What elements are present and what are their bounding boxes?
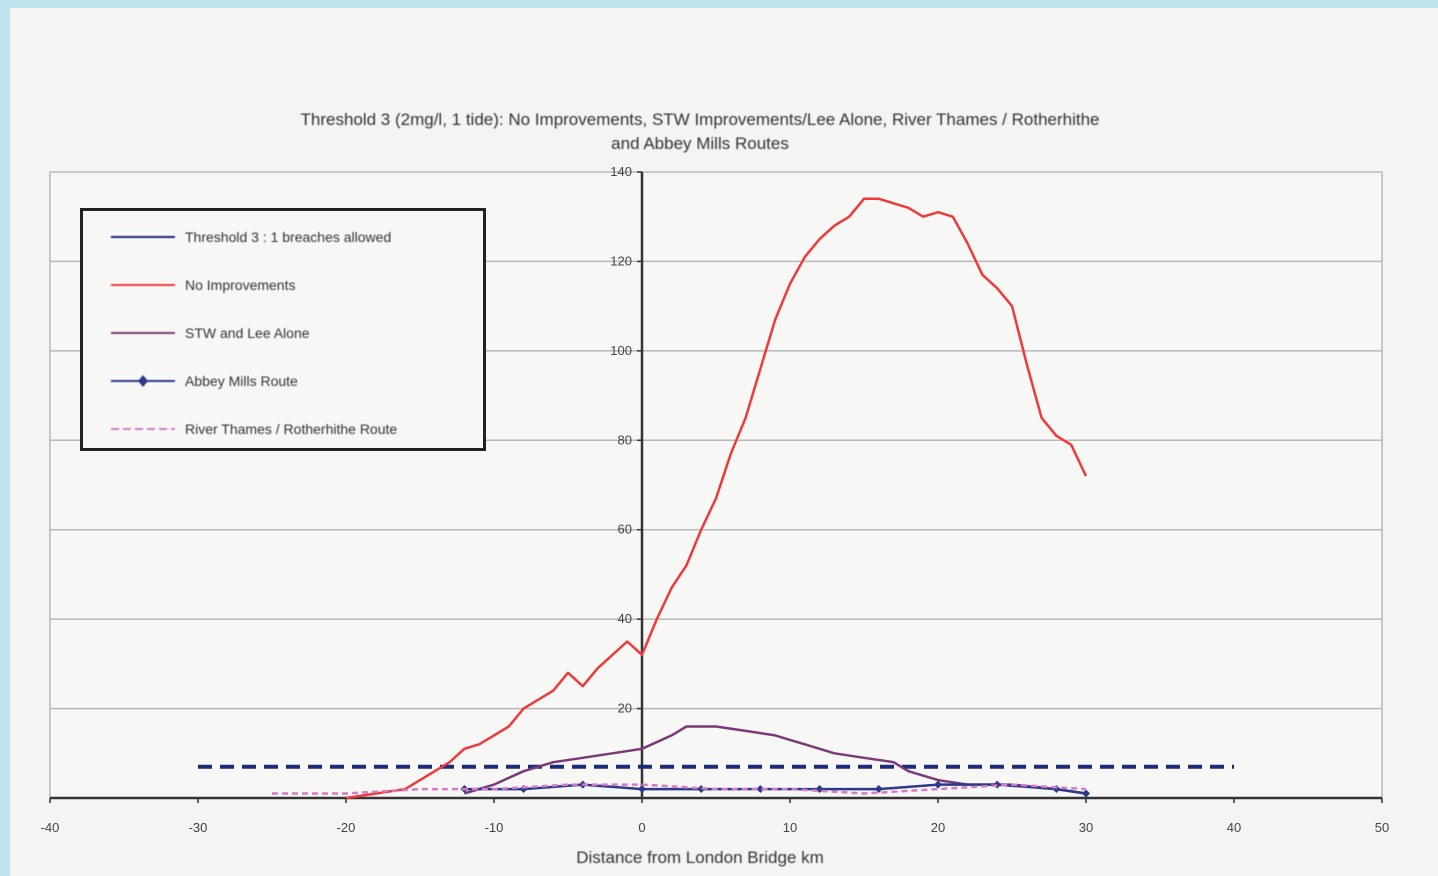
legend-swatch-threshold bbox=[111, 227, 175, 247]
legend-swatch-abbey-mills bbox=[111, 371, 175, 391]
series-3-point-4 bbox=[697, 785, 706, 794]
x-tick-label-0: -40 bbox=[41, 820, 60, 835]
x-tick-label-8: 40 bbox=[1227, 820, 1241, 835]
x-tick-labels: -40 -30 -20 -10 0 10 20 30 40 50 bbox=[41, 820, 1390, 835]
x-axis-label: Distance from London Bridge km bbox=[576, 848, 824, 867]
series-3-point-5 bbox=[756, 785, 765, 794]
legend-swatch-no-improvements bbox=[111, 275, 175, 295]
legend-item-river-thames: River Thames / Rotherhithe Route bbox=[111, 419, 397, 439]
legend-item-stw-lee: STW and Lee Alone bbox=[111, 323, 310, 343]
legend-item-no-improvements: No Improvements bbox=[111, 275, 295, 295]
legend-label-threshold: Threshold 3 : 1 breaches allowed bbox=[185, 229, 392, 245]
x-tick-label-7: 30 bbox=[1079, 820, 1093, 835]
series-3-point-11 bbox=[1082, 789, 1090, 798]
legend-label-abbey-mills: Abbey Mills Route bbox=[185, 373, 298, 389]
series-line-4 bbox=[272, 783, 1087, 795]
y-tick-label-6: 140 bbox=[610, 164, 632, 179]
y-tick-label-2: 60 bbox=[618, 522, 632, 537]
chart-title-line-2: and Abbey Mills Routes bbox=[611, 134, 789, 153]
y-tick-label-4: 100 bbox=[610, 343, 632, 358]
series-3-point-3 bbox=[638, 785, 646, 794]
y-tick-label-1: 40 bbox=[618, 611, 632, 626]
series-lines bbox=[198, 197, 1234, 800]
x-tick-label-5: 10 bbox=[783, 820, 797, 835]
axes bbox=[49, 171, 1383, 803]
legend-swatch-stw-lee bbox=[111, 323, 175, 343]
y-tick-label-5: 120 bbox=[610, 253, 632, 268]
x-tick-label-4: 0 bbox=[638, 820, 645, 835]
legend-item-abbey-mills: Abbey Mills Route bbox=[111, 371, 298, 391]
legend-label-no-improvements: No Improvements bbox=[185, 277, 296, 293]
x-tick-label-3: -10 bbox=[485, 820, 504, 835]
x-tick-label-6: 20 bbox=[931, 820, 945, 835]
legend-swatch-river-thames bbox=[111, 419, 175, 439]
legend-label-river-thames: River Thames / Rotherhithe Route bbox=[185, 421, 398, 437]
y-tick-label-0: 20 bbox=[618, 701, 632, 716]
legend-item-threshold: Threshold 3 : 1 breaches allowed bbox=[111, 227, 391, 247]
series-line-2 bbox=[464, 725, 1087, 795]
series-3-point-7 bbox=[874, 785, 883, 794]
y-tick-labels: 20 40 60 80 100 120 140 bbox=[610, 164, 632, 716]
x-tick-label-9: 50 bbox=[1375, 820, 1389, 835]
x-tick-label-2: -20 bbox=[337, 820, 356, 835]
legend: Threshold 3 : 1 breaches allowed No Impr… bbox=[80, 208, 486, 451]
series-3-point-8 bbox=[934, 780, 942, 789]
series-line-1 bbox=[345, 197, 1088, 800]
chart-title-line-1: Threshold 3 (2mg/l, 1 tide): No Improvem… bbox=[300, 110, 1100, 129]
chart-title: Threshold 3 (2mg/l, 1 tide): No Improvem… bbox=[160, 108, 1240, 156]
y-tick-label-3: 80 bbox=[618, 432, 632, 447]
legend-label-stw-lee: STW and Lee Alone bbox=[185, 325, 310, 341]
x-tick-label-1: -30 bbox=[189, 820, 208, 835]
